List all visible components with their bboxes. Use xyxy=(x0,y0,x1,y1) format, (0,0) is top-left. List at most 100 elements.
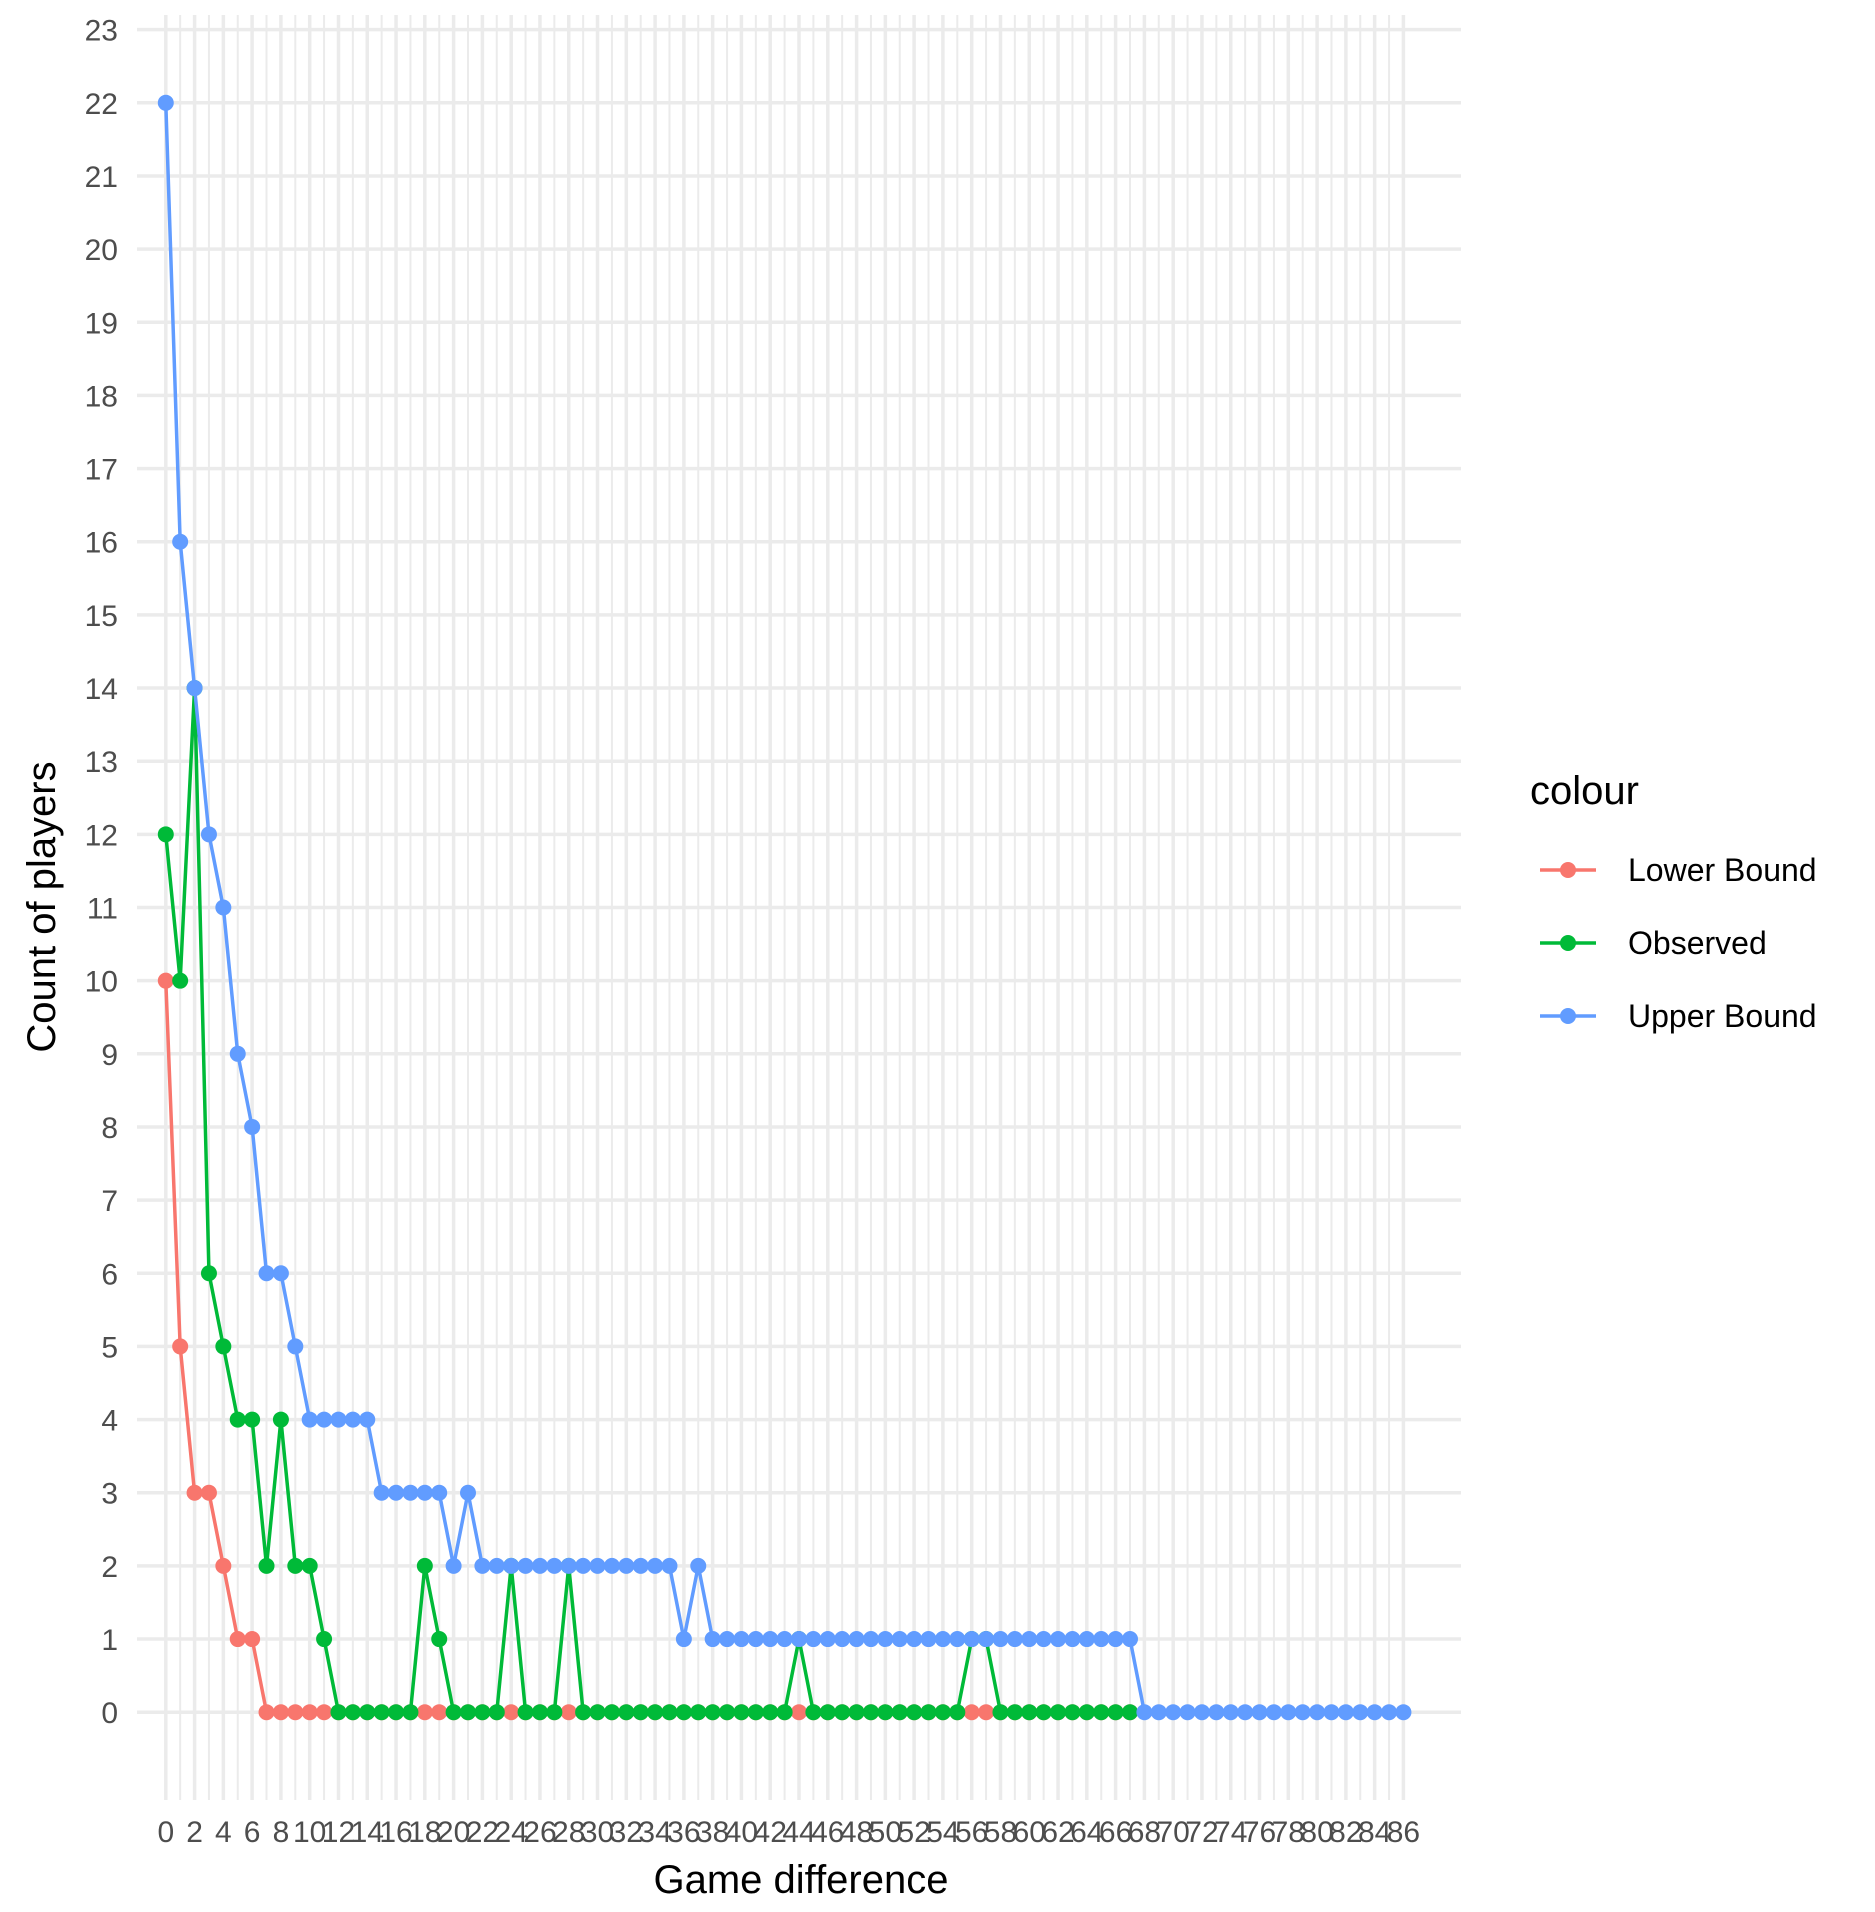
data-point xyxy=(503,1557,520,1574)
data-point xyxy=(891,1631,908,1648)
y-tick-label: 0 xyxy=(101,1697,118,1730)
data-point xyxy=(1337,1704,1354,1721)
series xyxy=(157,94,1412,1721)
legend-item: Lower Bound xyxy=(1540,852,1817,888)
data-point xyxy=(560,1557,577,1574)
x-tick-label: 72 xyxy=(1185,1816,1218,1849)
data-point xyxy=(517,1557,534,1574)
data-point xyxy=(906,1631,923,1648)
data-point xyxy=(762,1704,779,1721)
data-point xyxy=(733,1704,750,1721)
data-point xyxy=(934,1631,951,1648)
x-tick-label: 36 xyxy=(667,1816,700,1849)
data-point xyxy=(1035,1631,1052,1648)
data-point xyxy=(460,1704,476,1721)
data-point xyxy=(589,1704,606,1721)
data-point xyxy=(1136,1704,1153,1721)
data-point xyxy=(416,1557,433,1574)
x-tick-label: 16 xyxy=(379,1816,412,1849)
data-point xyxy=(272,1704,289,1721)
y-tick-label: 23 xyxy=(85,15,118,48)
data-point xyxy=(546,1557,563,1574)
data-point xyxy=(402,1704,419,1721)
data-point xyxy=(1122,1704,1138,1721)
data-point xyxy=(301,1411,318,1428)
data-point xyxy=(1006,1631,1023,1648)
data-point xyxy=(474,1557,491,1574)
data-point xyxy=(704,1631,721,1648)
legend-title: colour xyxy=(1530,769,1639,813)
legend-label: Upper Bound xyxy=(1628,998,1817,1034)
data-point xyxy=(431,1631,448,1648)
y-tick-label: 10 xyxy=(85,966,118,999)
data-point xyxy=(301,1704,318,1721)
x-tick-label: 70 xyxy=(1156,1816,1189,1849)
data-point xyxy=(402,1484,419,1501)
x-tick-label: 62 xyxy=(1041,1816,1074,1849)
data-point xyxy=(661,1557,678,1574)
y-tick-label: 12 xyxy=(85,819,118,852)
data-point xyxy=(747,1704,764,1721)
data-point xyxy=(963,1631,980,1648)
data-point xyxy=(157,972,174,989)
data-point xyxy=(546,1704,563,1721)
data-point xyxy=(1280,1704,1297,1721)
data-point xyxy=(1237,1704,1254,1721)
data-point xyxy=(877,1704,894,1721)
data-point xyxy=(992,1704,1009,1721)
data-point xyxy=(229,1631,246,1648)
legend-key-point xyxy=(1560,935,1576,951)
x-tick-label: 24 xyxy=(494,1816,527,1849)
data-point xyxy=(1395,1704,1412,1721)
data-point xyxy=(474,1704,491,1721)
data-point xyxy=(978,1704,995,1721)
data-point xyxy=(388,1484,405,1501)
data-point xyxy=(1035,1704,1052,1721)
data-point xyxy=(186,680,203,697)
x-tick-label: 28 xyxy=(552,1816,585,1849)
data-point xyxy=(287,1338,304,1355)
data-point xyxy=(1323,1704,1340,1721)
legend-key-point xyxy=(1560,1008,1576,1024)
y-tick-label: 16 xyxy=(85,527,118,560)
data-point xyxy=(316,1631,333,1648)
data-point xyxy=(647,1557,664,1574)
data-point xyxy=(862,1631,879,1648)
y-tick-label: 18 xyxy=(85,380,118,413)
data-point xyxy=(733,1631,750,1648)
x-tick-label: 50 xyxy=(869,1816,902,1849)
data-point xyxy=(575,1704,592,1721)
x-tick-label: 38 xyxy=(696,1816,729,1849)
x-tick-label: 52 xyxy=(897,1816,930,1849)
data-point xyxy=(848,1631,865,1648)
data-point xyxy=(1021,1631,1038,1648)
data-point xyxy=(920,1631,937,1648)
data-point xyxy=(416,1704,433,1721)
data-point xyxy=(272,1411,289,1428)
data-point xyxy=(272,1265,289,1282)
data-point xyxy=(488,1704,505,1721)
data-point xyxy=(531,1557,548,1574)
data-point xyxy=(388,1704,405,1721)
data-point xyxy=(373,1484,390,1501)
data-point xyxy=(675,1631,692,1648)
data-point xyxy=(819,1704,836,1721)
x-tick-label: 44 xyxy=(782,1816,815,1849)
data-point xyxy=(1064,1704,1081,1721)
legend: colour Lower Bound Observed Upper Bound xyxy=(1530,769,1817,1034)
y-tick-label: 20 xyxy=(85,234,118,267)
data-point xyxy=(215,1557,232,1574)
data-point xyxy=(157,94,174,111)
data-point xyxy=(1093,1631,1110,1648)
y-tick-label: 21 xyxy=(85,161,118,194)
data-point xyxy=(344,1411,361,1428)
y-tick-label: 4 xyxy=(101,1405,118,1438)
data-point xyxy=(157,826,174,843)
data-point xyxy=(1309,1704,1326,1721)
data-point xyxy=(834,1704,851,1721)
data-point xyxy=(1222,1704,1239,1721)
data-point xyxy=(661,1704,678,1721)
data-point xyxy=(690,1557,707,1574)
